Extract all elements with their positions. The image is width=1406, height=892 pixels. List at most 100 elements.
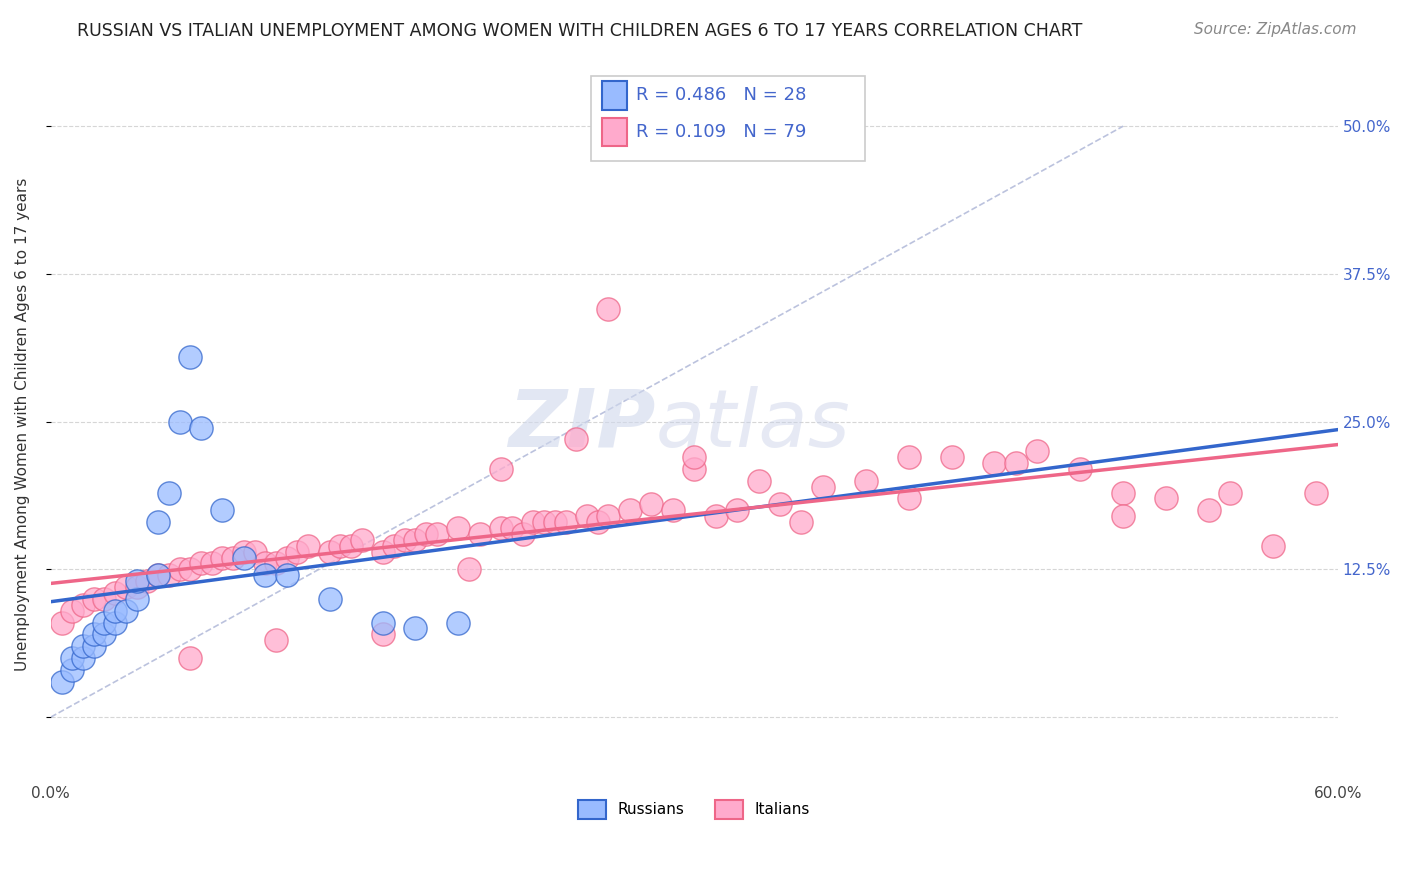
Point	[201, 557, 224, 571]
Text: atlas: atlas	[655, 385, 851, 464]
Point	[1026, 444, 1049, 458]
Point	[125, 591, 148, 606]
Point	[683, 450, 706, 464]
Point	[179, 350, 201, 364]
Point	[243, 544, 266, 558]
Legend: Russians, Italians: Russians, Italians	[572, 794, 817, 825]
Point	[725, 503, 748, 517]
Point	[190, 420, 212, 434]
Point	[544, 515, 567, 529]
Point	[1219, 485, 1241, 500]
Point	[350, 533, 373, 547]
Point	[179, 562, 201, 576]
Point	[232, 550, 254, 565]
Point	[394, 533, 416, 547]
Point	[222, 550, 245, 565]
Text: RUSSIAN VS ITALIAN UNEMPLOYMENT AMONG WOMEN WITH CHILDREN AGES 6 TO 17 YEARS COR: RUSSIAN VS ITALIAN UNEMPLOYMENT AMONG WO…	[77, 22, 1083, 40]
Point	[704, 509, 727, 524]
Point	[1305, 485, 1327, 500]
Point	[1005, 456, 1028, 470]
Point	[211, 503, 233, 517]
Point	[468, 527, 491, 541]
Point	[104, 586, 127, 600]
Point	[72, 598, 94, 612]
Point	[276, 550, 298, 565]
Text: R = 0.109   N = 79: R = 0.109 N = 79	[636, 123, 806, 141]
Point	[264, 557, 287, 571]
Text: ZIP: ZIP	[508, 385, 655, 464]
Point	[598, 509, 620, 524]
Point	[897, 450, 920, 464]
Point	[51, 615, 73, 630]
Point	[619, 503, 641, 517]
Point	[287, 544, 309, 558]
Point	[297, 539, 319, 553]
Point	[104, 604, 127, 618]
Point	[897, 491, 920, 506]
Point	[1198, 503, 1220, 517]
Point	[683, 462, 706, 476]
Point	[83, 591, 105, 606]
Point	[598, 302, 620, 317]
Point	[190, 557, 212, 571]
Point	[1112, 509, 1135, 524]
Point	[93, 615, 115, 630]
Point	[60, 651, 83, 665]
Point	[83, 639, 105, 653]
Point	[115, 580, 138, 594]
Point	[51, 674, 73, 689]
Point	[855, 474, 877, 488]
Point	[447, 615, 470, 630]
Point	[554, 515, 576, 529]
Point	[373, 627, 395, 641]
Point	[254, 568, 277, 582]
Point	[104, 615, 127, 630]
Point	[179, 651, 201, 665]
Point	[565, 433, 588, 447]
Point	[72, 639, 94, 653]
Y-axis label: Unemployment Among Women with Children Ages 6 to 17 years: Unemployment Among Women with Children A…	[15, 178, 30, 672]
Point	[136, 574, 159, 589]
Point	[489, 521, 512, 535]
Point	[340, 539, 363, 553]
Point	[983, 456, 1005, 470]
Point	[232, 544, 254, 558]
Point	[941, 450, 963, 464]
Point	[276, 568, 298, 582]
Point	[769, 497, 792, 511]
Point	[264, 633, 287, 648]
Point	[93, 591, 115, 606]
Point	[146, 515, 169, 529]
Point	[146, 568, 169, 582]
Point	[501, 521, 523, 535]
Point	[169, 562, 191, 576]
Point	[146, 568, 169, 582]
Point	[575, 509, 598, 524]
Point	[447, 521, 470, 535]
Point	[426, 527, 449, 541]
Point	[790, 515, 813, 529]
Point	[522, 515, 544, 529]
Point	[125, 580, 148, 594]
Point	[211, 550, 233, 565]
Point	[93, 627, 115, 641]
Point	[83, 627, 105, 641]
Point	[662, 503, 685, 517]
Point	[157, 485, 180, 500]
Point	[329, 539, 352, 553]
Point	[382, 539, 405, 553]
Point	[1154, 491, 1177, 506]
Point	[157, 568, 180, 582]
Point	[254, 557, 277, 571]
Point	[458, 562, 481, 576]
Point	[586, 515, 609, 529]
Point	[640, 497, 662, 511]
Point	[1069, 462, 1091, 476]
Point	[489, 462, 512, 476]
Point	[512, 527, 534, 541]
Point	[811, 480, 834, 494]
Point	[748, 474, 770, 488]
Point	[533, 515, 555, 529]
Point	[415, 527, 437, 541]
Point	[60, 663, 83, 677]
